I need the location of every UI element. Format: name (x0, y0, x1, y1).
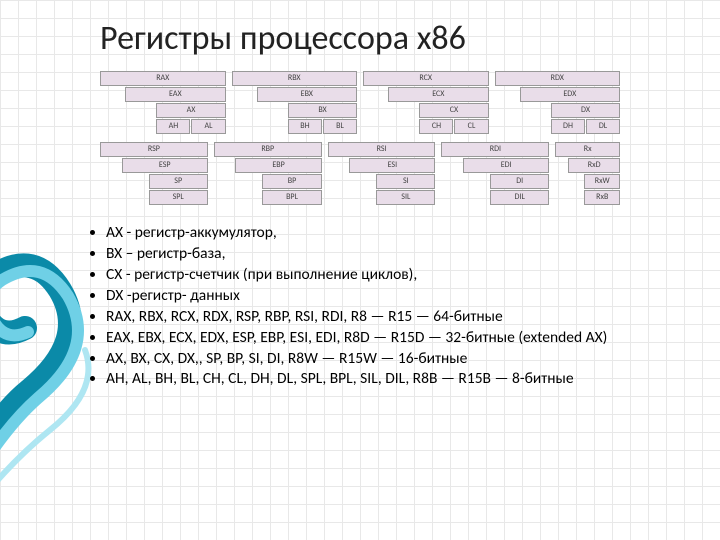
reg-cell: SPL (149, 190, 208, 205)
reg-cell: RAX (100, 71, 226, 86)
reg-cell: EBP (235, 158, 321, 173)
reg-col: RAX EAX AX AHAL (100, 71, 226, 134)
bullet-item: BX – регистр-база, (106, 244, 680, 265)
bullet-item: EAX, EBX, ECX, EDX, ESP, EBP, ESI, EDI, … (106, 328, 680, 349)
reg-cell: RSP (100, 142, 208, 157)
reg-cell: SIL (376, 190, 435, 205)
bullet-item: AX - регистр-аккумулятор, (106, 223, 680, 244)
reg-cell: RSI (328, 142, 436, 157)
reg-col: RCX ECX CX CHCL (363, 71, 489, 134)
reg-cell: RDX (495, 71, 621, 86)
reg-cell: AX (156, 103, 225, 118)
slide-title: Регистры процессора x86 (100, 18, 680, 59)
reg-col: RSP ESP SP SPL (100, 142, 208, 205)
reg-col: RDI EDI DI DIL (441, 142, 549, 205)
reg-cell: RBP (214, 142, 322, 157)
slide-content: Регистры процессора x86 RAX EAX AX AHAL … (0, 0, 720, 390)
reg-cell: RxD (568, 158, 620, 173)
reg-cell: DL (586, 119, 620, 134)
reg-cell: RCX (363, 71, 489, 86)
reg-col: Rx RxD RxW RxB (555, 142, 620, 205)
reg-cell: DH (551, 119, 585, 134)
reg-col: RDX EDX DX DHDL (495, 71, 621, 134)
reg-cell: ESP (122, 158, 208, 173)
reg-cell: RxW (584, 174, 620, 189)
reg-cell: SI (376, 174, 435, 189)
reg-cell: BP (262, 174, 321, 189)
reg-col: RBP EBP BP BPL (214, 142, 322, 205)
bullet-item: DX -регистр- данных (106, 286, 680, 307)
reg-cell: EAX (125, 87, 225, 102)
reg-cell: ESI (349, 158, 435, 173)
reg-cell: SP (149, 174, 208, 189)
register-group-1: RAX EAX AX AHAL RBX EBX BX BHBL RCX ECX … (100, 71, 620, 134)
reg-cell: BH (288, 119, 322, 134)
reg-cell: BPL (262, 190, 321, 205)
reg-cell: CX (419, 103, 488, 118)
reg-cell: Rx (555, 142, 620, 157)
reg-cell: BX (288, 103, 357, 118)
reg-cell: EDI (463, 158, 549, 173)
reg-cell: CL (454, 119, 488, 134)
bullet-item: RAX, RBX, RCX, RDX, RSP, RBP, RSI, RDI, … (106, 307, 680, 328)
bullet-item: AH, AL, BH, BL, CH, CL, DH, DL, SPL, BPL… (106, 369, 680, 390)
reg-cell: AH (156, 119, 190, 134)
reg-cell: EBX (257, 87, 357, 102)
reg-cell: DIL (490, 190, 549, 205)
bullet-item: CX - регистр-счетчик (при выполнение цик… (106, 265, 680, 286)
reg-col: RSI ESI SI SIL (328, 142, 436, 205)
reg-cell: DI (490, 174, 549, 189)
reg-cell: RDI (441, 142, 549, 157)
reg-col: RBX EBX BX BHBL (232, 71, 358, 134)
reg-cell: ECX (388, 87, 488, 102)
reg-cell: EDX (520, 87, 620, 102)
bullet-list: AX - регистр-аккумулятор, BX – регистр-б… (100, 223, 680, 390)
register-tables: RAX EAX AX AHAL RBX EBX BX BHBL RCX ECX … (100, 71, 620, 205)
reg-cell: RBX (232, 71, 358, 86)
reg-cell: BL (323, 119, 357, 134)
reg-cell: RxB (584, 190, 620, 205)
reg-cell: DX (551, 103, 620, 118)
register-group-2: RSP ESP SP SPL RBP EBP BP BPL RSI ESI SI… (100, 142, 620, 205)
reg-cell: AL (191, 119, 225, 134)
bullet-item: AX, BX, CX, DX,, SP, BP, SI, DI, R8W — R… (106, 349, 680, 370)
reg-cell: CH (419, 119, 453, 134)
